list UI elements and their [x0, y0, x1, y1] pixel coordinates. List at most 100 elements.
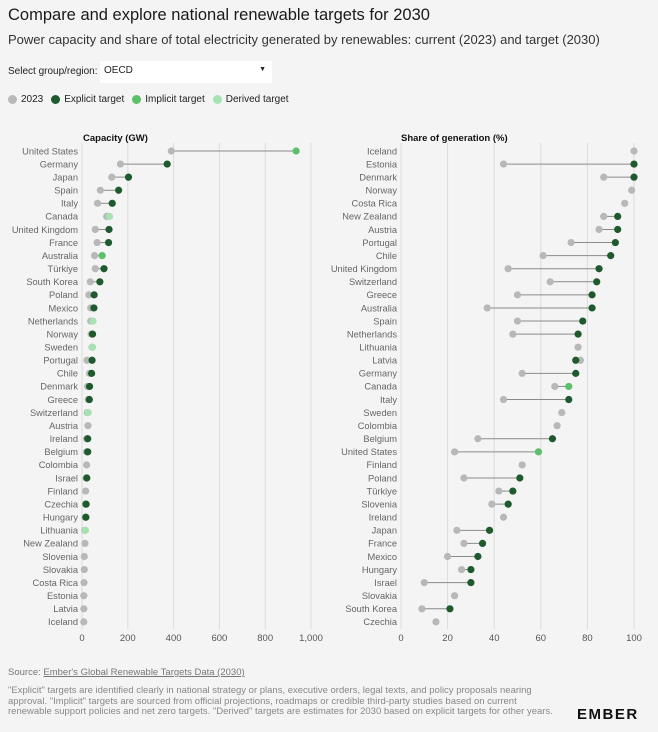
point-target — [565, 382, 573, 391]
point-target — [485, 526, 494, 534]
point-target — [84, 448, 92, 456]
country-label: United States — [341, 447, 397, 457]
point-2023 — [80, 605, 88, 613]
point-2023 — [90, 252, 99, 260]
country-label: Estonia — [47, 591, 79, 601]
share-chart-title: Share of generation (%) — [401, 133, 508, 144]
country-label: Sweden — [44, 343, 78, 353]
point-2023 — [513, 317, 522, 325]
country-label: South Korea — [26, 277, 79, 287]
point-target — [163, 160, 171, 168]
page-subtitle: Power capacity and share of total electr… — [8, 32, 600, 47]
point-2023 — [630, 147, 638, 155]
chart-legend: 2023 Explicit target Implicit target Der… — [8, 94, 297, 105]
country-label: United States — [22, 146, 78, 156]
point-2023 — [499, 160, 508, 168]
point-target — [88, 356, 96, 364]
country-label: France — [49, 238, 78, 248]
point-target — [98, 252, 106, 260]
country-label: Israel — [55, 473, 78, 483]
point-target — [467, 565, 475, 574]
country-label: Greece — [48, 395, 79, 405]
country-label: Lithuania — [359, 343, 398, 353]
point-2023 — [453, 526, 461, 534]
x-tick-label: 200 — [120, 633, 136, 644]
point-target — [83, 474, 91, 482]
country-label: Belgium — [363, 434, 397, 444]
legend-item-implicit: Implicit target — [132, 94, 205, 105]
point-target — [509, 487, 517, 495]
x-tick-label: 600 — [211, 633, 227, 644]
country-label: Austria — [49, 421, 79, 431]
point-2023 — [628, 186, 636, 194]
legend-label: Explicit target — [64, 94, 125, 105]
legend-swatch — [51, 95, 61, 104]
point-target — [548, 435, 557, 443]
country-label: Czechia — [363, 617, 397, 627]
country-label: Hungary — [362, 565, 397, 575]
point-2023 — [483, 304, 491, 312]
country-label: South Korea — [345, 604, 398, 614]
region-select-label: Select group/region: — [8, 66, 98, 77]
point-2023 — [450, 592, 459, 600]
country-label: Finland — [48, 486, 79, 496]
point-2023 — [80, 618, 88, 626]
point-target — [81, 526, 90, 534]
x-tick-label: 1,000 — [299, 633, 323, 644]
point-target — [607, 252, 615, 260]
country-label: Sweden — [363, 408, 397, 418]
source-link[interactable]: Ember's Global Renewable Targets Data (2… — [43, 667, 245, 678]
country-label: Switzerland — [30, 408, 78, 418]
point-2023 — [80, 552, 88, 561]
source-note: Source: Ember's Global Renewable Targets… — [8, 667, 245, 678]
point-target — [614, 225, 622, 234]
country-label: Türkiye — [367, 486, 397, 496]
point-2023 — [167, 147, 175, 155]
legend-item-explicit: Explicit target — [51, 94, 124, 105]
country-label: Greece — [367, 290, 398, 300]
country-label: Canada — [364, 382, 397, 392]
legend-label: Derived target — [225, 94, 289, 105]
point-target — [478, 539, 487, 547]
point-2023 — [420, 579, 428, 587]
point-target — [100, 265, 108, 273]
point-2023 — [116, 160, 125, 168]
country-label: Costa Rica — [352, 199, 398, 209]
point-2023 — [539, 252, 547, 260]
point-target — [124, 173, 133, 181]
region-select[interactable]: OECD ▼ — [100, 61, 272, 83]
point-2023 — [450, 448, 459, 456]
point-2023 — [93, 238, 101, 247]
point-2023 — [84, 422, 92, 430]
point-2023 — [621, 199, 629, 207]
footnote: "Explicit" targets are identified clearl… — [8, 685, 553, 717]
country-label: Estonia — [366, 159, 398, 169]
country-label: Denmark — [359, 172, 397, 182]
country-label: Spain — [54, 186, 78, 196]
country-label: Germany — [40, 159, 79, 169]
point-target — [588, 291, 596, 299]
point-2023 — [432, 618, 440, 626]
point-target — [474, 552, 482, 561]
country-label: Türkiye — [48, 264, 78, 274]
country-label: Slovakia — [43, 565, 79, 575]
country-label: Mexico — [368, 552, 397, 562]
country-label: Colombia — [358, 421, 398, 431]
country-label: Lithuania — [40, 526, 79, 536]
point-target — [574, 330, 582, 338]
country-label: Czechia — [44, 499, 78, 509]
point-2023 — [600, 173, 608, 181]
country-label: Finland — [367, 460, 398, 470]
legend-label: 2023 — [21, 94, 44, 105]
legend-swatch — [8, 95, 17, 104]
point-2023 — [460, 539, 468, 547]
country-label: Hungary — [43, 513, 78, 523]
country-label: Canada — [45, 212, 78, 222]
point-target — [88, 343, 97, 351]
point-2023 — [474, 435, 482, 443]
country-label: Costa Rica — [33, 578, 79, 588]
country-label: Poland — [49, 290, 78, 300]
point-2023 — [499, 395, 508, 404]
point-target — [630, 160, 638, 168]
point-2023 — [108, 173, 116, 181]
